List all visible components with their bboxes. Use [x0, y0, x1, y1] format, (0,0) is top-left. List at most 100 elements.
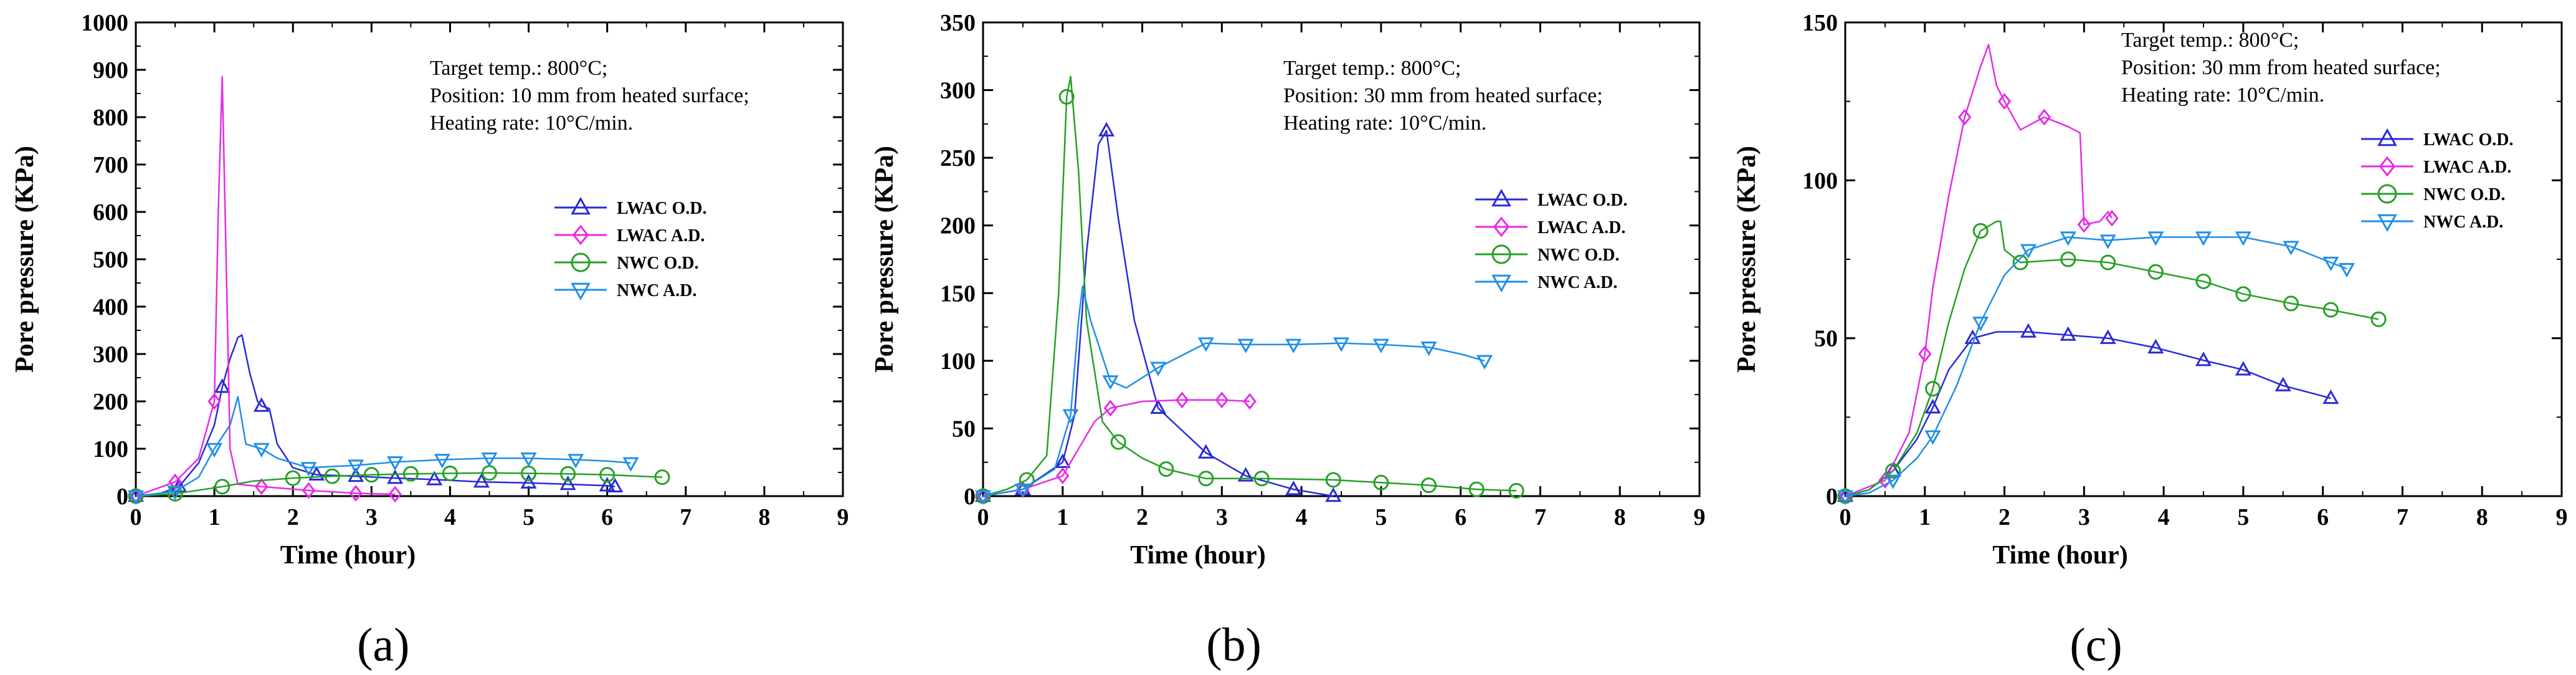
- data-point-marker: [1972, 317, 1989, 332]
- data-point-marker: [1285, 481, 1302, 495]
- data-point-marker: [1325, 472, 1341, 488]
- annotation-line: Position: 10 mm from heated surface;: [430, 84, 749, 107]
- data-point-marker: [1158, 461, 1174, 477]
- data-point-marker: [434, 454, 450, 469]
- data-point-marker: [1014, 483, 1031, 499]
- data-point-marker: [349, 485, 363, 502]
- data-point-marker: [207, 393, 221, 410]
- legend-marker: [571, 252, 591, 272]
- data-point-marker: [1924, 399, 1941, 414]
- x-tick-label: 1: [1919, 504, 1931, 530]
- legend-label: NWC A.D.: [617, 281, 696, 300]
- data-point-marker: [1197, 337, 1214, 352]
- data-point-marker: [1150, 399, 1167, 414]
- y-tick-label: 100: [93, 436, 128, 462]
- legend-label: NWC O.D.: [1538, 246, 1619, 265]
- data-point-marker: [1372, 338, 1389, 353]
- data-point-marker: [1215, 391, 1229, 409]
- legend-label: LWAC A.D.: [2423, 158, 2511, 177]
- data-point-marker: [1253, 471, 1270, 487]
- y-tick-label: 100: [1802, 168, 1838, 194]
- x-axis-title: Time (hour): [1130, 541, 1265, 570]
- series-line: [982, 75, 1517, 497]
- data-point-marker: [1508, 482, 1524, 499]
- data-point-marker: [1468, 481, 1485, 497]
- data-point-marker: [2235, 231, 2251, 246]
- data-point-marker: [2012, 254, 2028, 270]
- x-tick-label: 4: [1296, 504, 1308, 530]
- x-tick-label: 8: [758, 504, 770, 530]
- data-point-marker: [2060, 326, 2076, 341]
- data-point-marker: [2322, 256, 2339, 272]
- legend-marker: [571, 282, 591, 301]
- x-tick-label: 2: [1136, 504, 1148, 530]
- y-tick-label: 0: [1826, 484, 1838, 510]
- x-tick-label: 4: [2158, 504, 2170, 530]
- x-tick-label: 5: [2237, 504, 2249, 530]
- data-point-marker: [402, 466, 419, 482]
- data-point-marker: [2020, 244, 2037, 259]
- series-line: [1845, 44, 2113, 497]
- data-point-marker: [2099, 234, 2116, 249]
- data-point-marker: [206, 443, 223, 458]
- panel-label: (b): [1206, 619, 1262, 671]
- data-point-marker: [1837, 490, 1854, 505]
- y-tick-label: 600: [93, 199, 128, 226]
- legend-marker: [1491, 188, 1511, 207]
- y-tick-label: 900: [93, 57, 128, 84]
- y-tick-label: 800: [93, 105, 128, 131]
- y-tick-label: 300: [93, 342, 128, 368]
- data-point-marker: [2338, 263, 2355, 278]
- x-tick-label: 9: [837, 504, 849, 530]
- data-point-marker: [1237, 467, 1254, 482]
- data-point-marker: [1062, 409, 1079, 424]
- panel-label: (c): [2070, 619, 2122, 671]
- y-tick-label: 700: [93, 152, 128, 178]
- data-point-marker: [2147, 338, 2164, 354]
- data-point-marker: [1150, 361, 1167, 376]
- data-point-marker: [2105, 209, 2119, 227]
- y-tick-label: 500: [93, 247, 128, 273]
- x-tick-label: 2: [1999, 504, 2010, 530]
- x-axis-title: Time (hour): [1992, 541, 2127, 570]
- legend-label: NWC O.D.: [2423, 185, 2505, 204]
- data-point-marker: [348, 459, 364, 474]
- legend-label: LWAC O.D.: [617, 199, 706, 218]
- y-tick-label: 150: [1802, 10, 1838, 36]
- series-line: [982, 285, 1485, 497]
- data-point-marker: [1476, 355, 1493, 370]
- y-axis-title: Pore pressure (KPa): [1732, 146, 1761, 373]
- data-point-marker: [2147, 264, 2164, 280]
- data-point-marker: [1098, 122, 1115, 136]
- legend-marker: [1493, 216, 1510, 237]
- data-point-marker: [2020, 323, 2037, 338]
- data-point-marker: [2060, 251, 2076, 267]
- data-point-marker: [2283, 295, 2299, 312]
- chart-panel: 0 1 2 3 4 5 6 7 8 9 0 50 100 150 Time (hour) Pore press…: [1732, 10, 2568, 671]
- data-point-marker: [2235, 361, 2251, 376]
- y-tick-label: 300: [940, 78, 976, 104]
- data-point-marker: [1197, 444, 1214, 459]
- series-line: [982, 399, 1250, 497]
- data-point-marker: [560, 466, 576, 482]
- data-point-marker: [1103, 400, 1118, 417]
- data-point-marker: [1175, 391, 1189, 409]
- data-point-marker: [214, 479, 231, 495]
- legend-marker: [571, 196, 591, 215]
- x-tick-label: 0: [1840, 504, 1851, 530]
- data-point-marker: [168, 473, 182, 491]
- legend-marker: [1491, 244, 1511, 264]
- data-point-marker: [1957, 108, 1972, 126]
- data-point-marker: [1373, 474, 1389, 491]
- data-point-marker: [473, 473, 490, 488]
- data-point-marker: [2195, 231, 2212, 246]
- data-point-marker: [2195, 273, 2212, 289]
- legend-label: LWAC A.D.: [617, 226, 705, 246]
- annotation-line: Heating rate: 10°C/min.: [430, 112, 633, 135]
- legend-marker: [2377, 214, 2397, 232]
- data-point-marker: [2037, 108, 2051, 126]
- data-point-marker: [363, 467, 379, 483]
- data-point-marker: [1884, 474, 1901, 489]
- x-tick-label: 9: [1694, 504, 1706, 530]
- x-tick-label: 6: [601, 504, 613, 530]
